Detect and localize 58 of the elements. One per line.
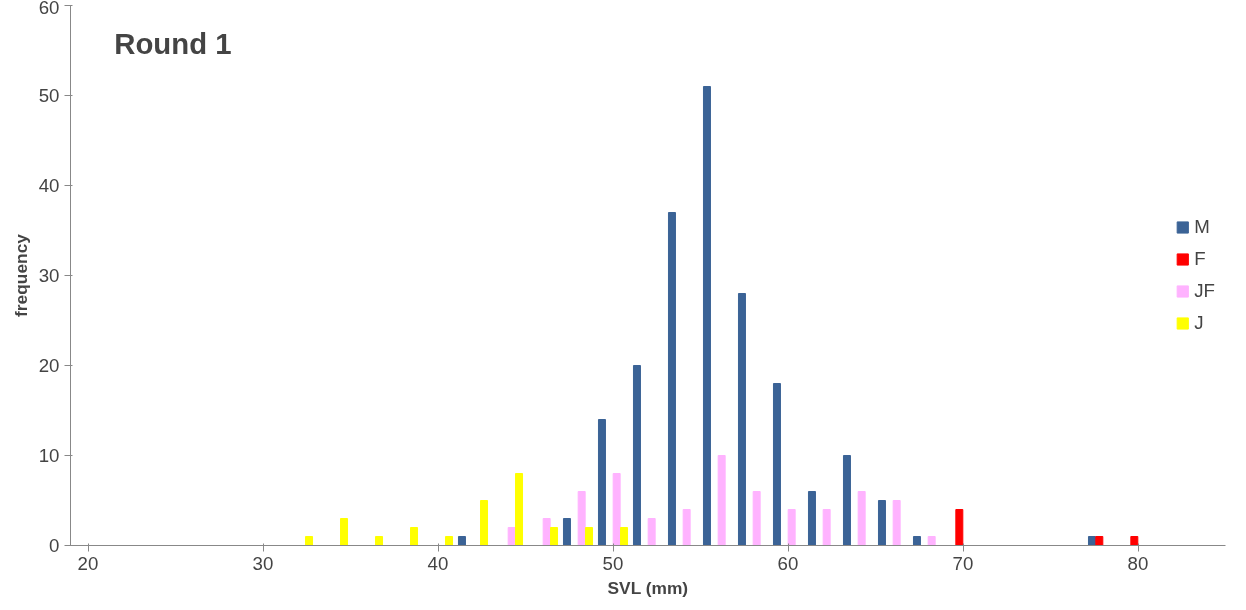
bar bbox=[620, 527, 629, 546]
bar bbox=[612, 473, 621, 546]
x-tick-label: 20 bbox=[77, 552, 99, 574]
bar bbox=[445, 536, 454, 546]
bar bbox=[585, 527, 594, 546]
bar bbox=[375, 536, 384, 546]
bar bbox=[857, 491, 866, 546]
y-tick-label: 20 bbox=[38, 355, 60, 376]
bar bbox=[702, 86, 711, 546]
bar bbox=[682, 509, 691, 546]
bar bbox=[955, 509, 964, 546]
bar bbox=[807, 491, 816, 546]
x-tick-label: 50 bbox=[602, 552, 624, 574]
bar bbox=[717, 455, 726, 546]
bar bbox=[1095, 536, 1104, 546]
bar bbox=[752, 491, 761, 546]
y-tick-label: 30 bbox=[38, 265, 60, 286]
bar bbox=[842, 455, 851, 546]
bar bbox=[877, 500, 886, 546]
bar bbox=[340, 518, 349, 546]
bar bbox=[410, 527, 419, 546]
bar bbox=[1130, 536, 1139, 546]
x-tick-label: 80 bbox=[1127, 552, 1149, 574]
bar bbox=[597, 419, 606, 546]
bar bbox=[822, 509, 831, 546]
x-tick-label: 40 bbox=[427, 552, 449, 574]
bar bbox=[550, 527, 559, 546]
bar bbox=[667, 212, 676, 546]
bar bbox=[647, 518, 656, 546]
bar bbox=[515, 473, 524, 546]
y-tick-label: 40 bbox=[38, 175, 60, 196]
bar bbox=[305, 536, 314, 546]
bar bbox=[542, 518, 551, 546]
x-tick-label: 70 bbox=[952, 552, 974, 574]
text: Round 1 bbox=[114, 26, 232, 60]
bar bbox=[562, 518, 571, 546]
legend-label: M bbox=[1194, 216, 1211, 238]
bar bbox=[737, 293, 746, 546]
bar bbox=[772, 383, 781, 546]
bar bbox=[480, 500, 489, 546]
legend-label: J bbox=[1194, 312, 1205, 334]
x-tick-label: 30 bbox=[252, 552, 274, 574]
y-tick-label: 10 bbox=[38, 445, 60, 466]
bar bbox=[457, 536, 466, 546]
y-tick-label: 50 bbox=[38, 85, 60, 106]
x-axis-title: SVL (mm) bbox=[607, 577, 689, 598]
bar bbox=[912, 536, 921, 546]
legend-label: JF bbox=[1194, 280, 1215, 302]
bar bbox=[632, 365, 641, 546]
x-tick-label: 60 bbox=[777, 552, 799, 574]
y-tick-label: 60 bbox=[38, 0, 60, 18]
bar bbox=[577, 491, 586, 546]
bar bbox=[892, 500, 901, 546]
y-axis-title: frequency bbox=[10, 233, 31, 317]
legend-label: F bbox=[1194, 248, 1207, 270]
y-tick-label: 0 bbox=[49, 535, 60, 556]
bar bbox=[787, 509, 796, 546]
bar bbox=[927, 536, 936, 546]
